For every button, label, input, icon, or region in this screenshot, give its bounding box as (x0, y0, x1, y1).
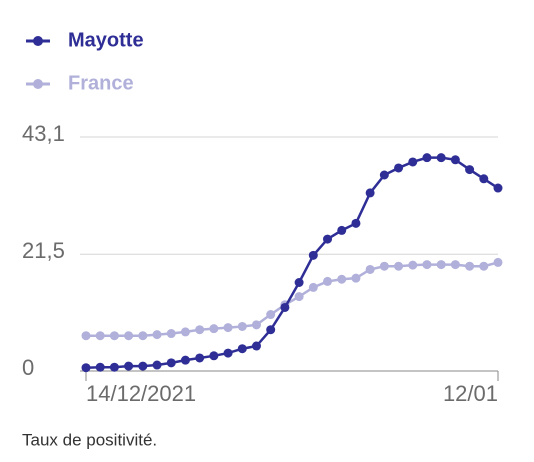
data-point (266, 310, 276, 320)
data-point (124, 331, 134, 341)
data-point (180, 355, 190, 365)
data-point (138, 331, 148, 341)
legend-label: Mayotte (68, 29, 144, 51)
data-point (166, 329, 176, 339)
data-point (95, 331, 105, 341)
data-point (209, 324, 219, 334)
legend-label: France (68, 72, 134, 94)
data-point (195, 353, 205, 363)
x-tick-label: 14/12/2021 (86, 381, 196, 406)
data-point (223, 348, 233, 358)
data-point (394, 261, 404, 271)
data-point (308, 250, 318, 260)
data-point (465, 165, 475, 175)
data-point (209, 351, 219, 361)
legend-dot (33, 36, 43, 46)
data-point (408, 260, 418, 270)
data-point (379, 170, 389, 180)
data-point (323, 276, 333, 286)
data-point (450, 155, 460, 165)
data-point (266, 325, 276, 335)
data-point (237, 344, 247, 354)
data-point (294, 292, 304, 302)
data-point (81, 363, 91, 373)
data-point (479, 261, 489, 271)
data-point (81, 331, 91, 341)
data-point (223, 323, 233, 333)
data-point (422, 153, 432, 163)
data-point (394, 163, 404, 173)
data-point (436, 260, 446, 270)
y-tick-label: 0 (22, 355, 34, 380)
data-point (109, 362, 119, 372)
data-point (152, 330, 162, 340)
data-point (493, 257, 503, 267)
data-point (422, 260, 432, 270)
data-point (195, 325, 205, 335)
data-point (408, 157, 418, 167)
data-point (251, 341, 261, 351)
data-point (365, 264, 375, 274)
data-point (166, 358, 176, 368)
data-point (351, 273, 361, 283)
data-point (479, 174, 489, 184)
data-point (237, 321, 247, 331)
data-point (436, 153, 446, 163)
x-tick-label: 12/01 (443, 381, 498, 406)
y-tick-label: 43,1 (22, 121, 65, 146)
data-point (294, 278, 304, 288)
chart-note: Taux de positivité. (22, 430, 157, 449)
data-point (152, 360, 162, 370)
data-point (323, 234, 333, 244)
legend-dot (33, 79, 43, 89)
data-point (308, 282, 318, 292)
y-tick-label: 21,5 (22, 238, 65, 263)
data-point (180, 327, 190, 337)
data-point (280, 302, 290, 312)
data-point (337, 274, 347, 284)
data-point (351, 218, 361, 228)
data-point (251, 320, 261, 330)
data-point (465, 261, 475, 271)
data-point (138, 361, 148, 371)
series-line (86, 261, 499, 337)
data-point (109, 331, 119, 341)
data-point (450, 260, 460, 270)
data-point (337, 225, 347, 235)
data-point (124, 361, 134, 371)
data-point (493, 183, 503, 193)
data-point (379, 261, 389, 271)
data-point (365, 188, 375, 198)
data-point (95, 362, 105, 372)
